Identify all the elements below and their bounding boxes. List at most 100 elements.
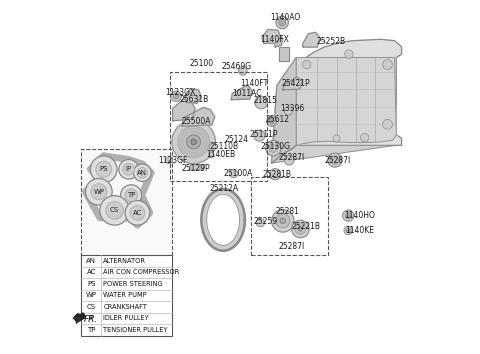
Text: ALTERNATOR: ALTERNATOR [103, 258, 146, 264]
Text: 1140FX: 1140FX [261, 35, 289, 44]
Text: WP: WP [93, 189, 104, 195]
Circle shape [360, 133, 369, 142]
Bar [251, 177, 328, 255]
Text: IP: IP [126, 166, 132, 172]
Text: 25612: 25612 [266, 115, 290, 124]
Text: 13396: 13396 [280, 104, 305, 113]
Circle shape [91, 184, 107, 200]
Text: WP: WP [86, 292, 96, 298]
Circle shape [343, 210, 354, 221]
Text: TP: TP [87, 327, 96, 333]
Circle shape [254, 130, 265, 141]
Circle shape [267, 116, 276, 126]
Text: 25129P: 25129P [182, 164, 210, 173]
Text: 25259: 25259 [253, 217, 277, 227]
Text: AC: AC [133, 210, 142, 216]
Circle shape [284, 155, 294, 165]
Circle shape [123, 164, 134, 175]
Polygon shape [206, 194, 240, 245]
Polygon shape [74, 314, 79, 318]
Text: CS: CS [110, 207, 119, 213]
Circle shape [130, 205, 145, 220]
Circle shape [269, 169, 281, 180]
Text: 25130G: 25130G [260, 142, 290, 151]
Text: FR.: FR. [84, 315, 97, 324]
Text: 1140HO: 1140HO [344, 211, 375, 220]
Circle shape [278, 19, 286, 26]
Text: AN: AN [137, 170, 147, 176]
Circle shape [328, 153, 342, 167]
Circle shape [344, 226, 352, 235]
Text: 25100A: 25100A [224, 169, 253, 178]
Circle shape [229, 169, 238, 178]
Text: 25281: 25281 [276, 207, 300, 216]
Circle shape [331, 156, 339, 164]
Circle shape [120, 185, 142, 206]
Text: 25212A: 25212A [210, 184, 239, 193]
Circle shape [172, 120, 216, 164]
Text: 25111P: 25111P [250, 130, 278, 139]
Text: POWER STEERING: POWER STEERING [103, 281, 163, 287]
Text: 25252B: 25252B [317, 37, 346, 46]
Circle shape [119, 159, 139, 179]
FancyArrow shape [74, 313, 85, 322]
Circle shape [178, 126, 209, 158]
Text: 25287I: 25287I [279, 242, 305, 251]
Polygon shape [302, 32, 320, 47]
Circle shape [137, 167, 148, 178]
Text: 21815: 21815 [254, 96, 277, 105]
Circle shape [100, 196, 130, 225]
Bar [170, 72, 267, 181]
Polygon shape [189, 165, 205, 170]
Text: 25287I: 25287I [279, 153, 305, 162]
Polygon shape [278, 47, 289, 61]
Circle shape [125, 189, 137, 201]
Circle shape [90, 156, 117, 183]
Text: AIR CON COMPRESSOR: AIR CON COMPRESSOR [103, 269, 180, 275]
Text: 25124: 25124 [225, 135, 249, 144]
Text: 25421P: 25421P [282, 79, 311, 88]
Circle shape [298, 227, 302, 231]
Circle shape [272, 210, 294, 232]
Polygon shape [231, 85, 252, 100]
Polygon shape [184, 88, 202, 103]
Circle shape [256, 218, 264, 227]
Text: CRANKSHAFT: CRANKSHAFT [103, 304, 147, 310]
Text: 25100: 25100 [189, 59, 214, 68]
Circle shape [284, 107, 293, 115]
Text: 25500A: 25500A [181, 117, 211, 126]
Text: 1140EB: 1140EB [206, 150, 235, 159]
Text: WATER PUMP: WATER PUMP [103, 292, 147, 298]
Circle shape [280, 218, 286, 224]
Circle shape [171, 91, 181, 102]
Circle shape [96, 161, 112, 177]
Polygon shape [283, 77, 302, 90]
Text: TENSIONER PULLEY: TENSIONER PULLEY [103, 327, 168, 333]
Circle shape [346, 213, 351, 218]
Text: 25281B: 25281B [263, 170, 291, 179]
Circle shape [333, 135, 340, 142]
Circle shape [292, 220, 309, 238]
Circle shape [239, 67, 247, 75]
Text: 25221B: 25221B [291, 222, 321, 232]
Polygon shape [296, 58, 396, 145]
Polygon shape [202, 189, 245, 251]
Circle shape [295, 224, 306, 234]
Bar [81, 149, 172, 288]
Circle shape [276, 214, 290, 228]
Circle shape [85, 178, 112, 205]
Circle shape [269, 144, 277, 153]
Text: 25631B: 25631B [180, 95, 209, 103]
Bar [81, 255, 172, 336]
Circle shape [125, 200, 150, 225]
Circle shape [346, 228, 350, 233]
Polygon shape [182, 108, 215, 126]
Circle shape [302, 61, 311, 69]
Circle shape [106, 201, 123, 219]
Text: PS: PS [99, 166, 108, 172]
Circle shape [345, 50, 353, 58]
Circle shape [173, 93, 179, 99]
Text: TP: TP [127, 192, 135, 198]
Circle shape [265, 141, 281, 156]
Text: AC: AC [86, 269, 96, 275]
